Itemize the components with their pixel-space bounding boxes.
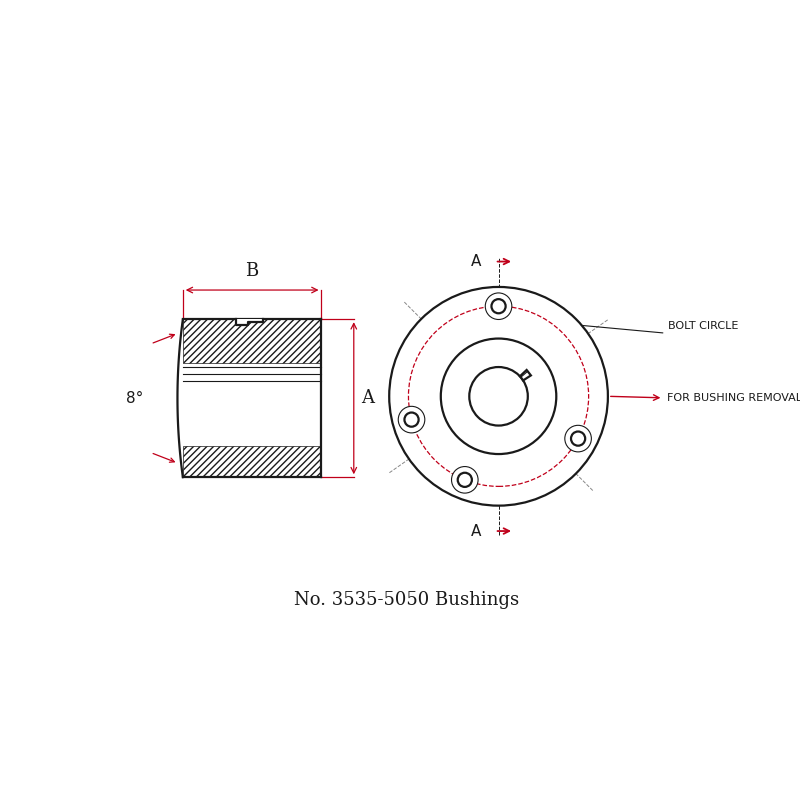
Circle shape xyxy=(491,299,506,314)
Circle shape xyxy=(565,426,591,452)
Circle shape xyxy=(398,406,425,433)
Polygon shape xyxy=(183,446,322,477)
Polygon shape xyxy=(235,319,263,326)
Polygon shape xyxy=(183,319,322,477)
Text: B: B xyxy=(246,262,258,280)
Text: No. 3535-5050 Bushings: No. 3535-5050 Bushings xyxy=(294,591,518,610)
Circle shape xyxy=(405,413,418,426)
Text: A: A xyxy=(471,254,482,269)
Circle shape xyxy=(458,473,472,487)
Circle shape xyxy=(441,338,556,454)
Circle shape xyxy=(451,466,478,493)
Text: BOLT CIRCLE: BOLT CIRCLE xyxy=(668,321,738,331)
Text: A: A xyxy=(471,523,482,538)
Text: G: G xyxy=(478,411,486,424)
Text: 60°: 60° xyxy=(446,414,466,424)
Circle shape xyxy=(486,293,512,319)
Polygon shape xyxy=(183,319,322,363)
Circle shape xyxy=(470,367,528,426)
Text: 52°: 52° xyxy=(528,403,547,413)
Text: G: G xyxy=(536,397,545,410)
Text: 8°: 8° xyxy=(126,390,144,406)
Text: A: A xyxy=(362,390,374,407)
Circle shape xyxy=(571,431,585,446)
Polygon shape xyxy=(520,370,531,381)
Text: FOR BUSHING REMOVAL: FOR BUSHING REMOVAL xyxy=(667,393,800,403)
Text: 55°: 55° xyxy=(510,364,529,374)
Circle shape xyxy=(390,287,608,506)
